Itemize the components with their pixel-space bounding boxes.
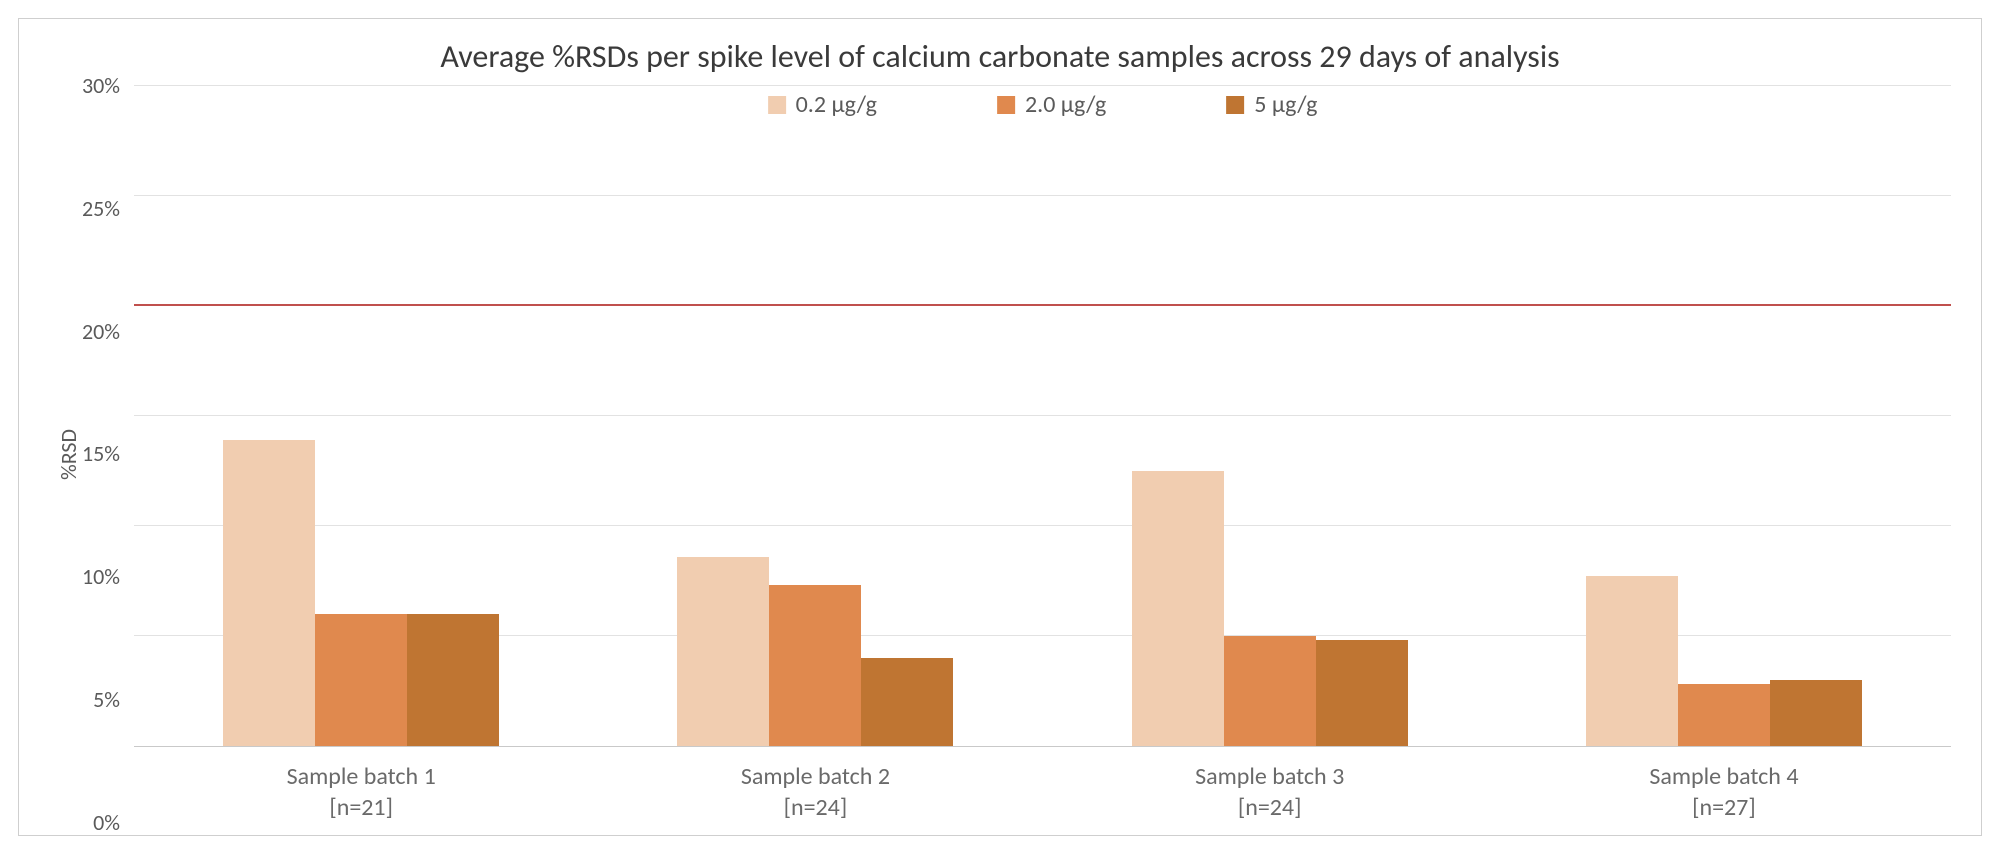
y-axis-ticks: 30% 25% 20% 15% 10% 5% 0% (82, 86, 134, 823)
plot-wrap: 0.2 µg/g 2.0 µg/g 5 µg/g Sample batch 1 (134, 86, 1951, 823)
x-tick-line1: Sample batch 2 (741, 762, 890, 791)
bar (1678, 684, 1770, 746)
bar-groups (134, 86, 1951, 746)
x-tick-label: Sample batch 1 [n=21] (134, 761, 588, 823)
bar (1770, 680, 1862, 746)
bar-group (1497, 86, 1951, 746)
y-axis-label: %RSD (49, 429, 82, 480)
bar (223, 440, 315, 746)
bar (407, 614, 499, 746)
chart-body: %RSD 30% 25% 20% 15% 10% 5% 0% 0.2 µg/g … (49, 86, 1951, 823)
bar (315, 614, 407, 746)
x-tick-line1: Sample batch 4 (1649, 762, 1798, 791)
x-tick-line2: [n=21] (329, 793, 393, 822)
bar-group (134, 86, 588, 746)
bar-group (588, 86, 1042, 746)
bar (1316, 640, 1408, 746)
chart-title: Average %RSDs per spike level of calcium… (49, 37, 1951, 76)
x-axis-labels: Sample batch 1 [n=21] Sample batch 2 [n=… (134, 761, 1951, 823)
chart-frame: Average %RSDs per spike level of calcium… (18, 18, 1982, 836)
bar (1132, 471, 1224, 746)
bar (1224, 636, 1316, 746)
bar (1586, 576, 1678, 745)
bars (677, 86, 953, 746)
x-tick-label: Sample batch 2 [n=24] (588, 761, 1042, 823)
bars (1132, 86, 1408, 746)
bars (223, 86, 499, 746)
x-tick-line2: [n=24] (1238, 793, 1302, 822)
bar-group (1043, 86, 1497, 746)
bars (1586, 86, 1862, 746)
x-tick-line1: Sample batch 1 (287, 762, 436, 791)
bar (677, 557, 769, 746)
x-tick-line1: Sample batch 3 (1195, 762, 1344, 791)
x-tick-label: Sample batch 3 [n=24] (1043, 761, 1497, 823)
x-tick-line2: [n=27] (1692, 793, 1756, 822)
x-tick-line2: [n=24] (784, 793, 848, 822)
x-tick-label: Sample batch 4 [n=27] (1497, 761, 1951, 823)
bar (861, 658, 953, 746)
bar (769, 585, 861, 746)
plot-area: 0.2 µg/g 2.0 µg/g 5 µg/g (134, 86, 1951, 747)
